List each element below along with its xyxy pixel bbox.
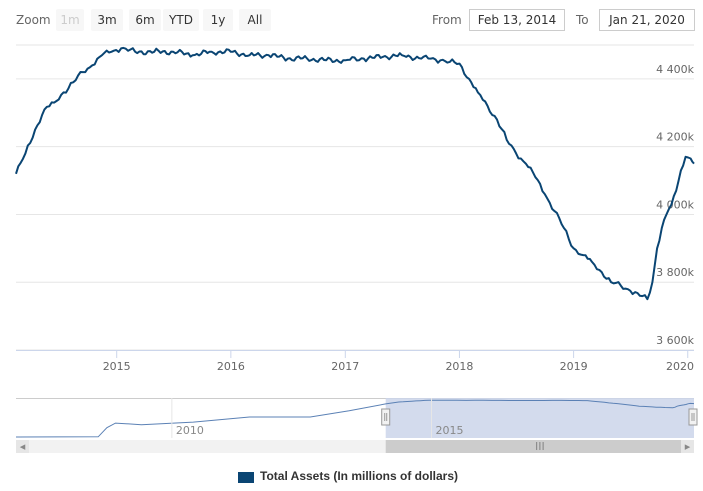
y-tick-label: 3 600k [656, 334, 694, 347]
scrollbar-left-arrow-icon[interactable]: ◂ [20, 440, 26, 453]
range-selector: Zoom 1m 3m 6m YTD 1y All From To [0, 0, 703, 40]
navigator-selected-range[interactable] [385, 398, 694, 438]
zoom-1m-button: 1m [56, 9, 84, 31]
zoom-6m-button[interactable]: 6m [129, 9, 161, 31]
zoom-1y-button[interactable]: 1y [203, 9, 233, 31]
from-date-input[interactable] [469, 9, 565, 31]
navigator-series-line [15, 399, 695, 438]
grid-lines [16, 44, 694, 351]
navigator-tick-label: 2010 [176, 424, 204, 437]
zoom-3m-button[interactable]: 3m [91, 9, 123, 31]
x-axis: 2015 2016 2017 2018 2019 2020 [103, 350, 694, 373]
x-tick-label: 2018 [445, 360, 473, 373]
x-tick-label: 2016 [217, 360, 245, 373]
scrollbar-right-arrow-icon[interactable]: ▸ [685, 440, 691, 453]
x-tick-label: 2015 [103, 360, 131, 373]
scrollbar-right-button[interactable] [681, 440, 694, 453]
scrollbar-left-button[interactable] [16, 440, 29, 453]
legend-swatch [238, 472, 254, 483]
zoom-all-button[interactable]: All [239, 9, 271, 31]
scrollbar-thumb[interactable] [385, 440, 694, 453]
zoom-ytd-button[interactable]: YTD [163, 9, 199, 31]
navigator-axis: 2010 2015 [171, 398, 464, 438]
scrollbar[interactable]: III ◂ ▸ [16, 440, 694, 453]
series-line-total-assets[interactable] [15, 46, 695, 301]
y-tick-label: 4 000k [656, 198, 694, 211]
x-tick-label: 2019 [560, 360, 588, 373]
handle-body[interactable] [688, 408, 698, 426]
handle-body[interactable] [381, 408, 391, 426]
from-label: From [432, 13, 462, 27]
legend-label[interactable]: Total Assets (In millions of dollars) [260, 469, 459, 483]
y-axis: 3 600k 3 800k 4 000k 4 200k 4 400k [656, 63, 694, 347]
navigator-right-handle[interactable] [688, 408, 698, 426]
y-tick-label: 4 200k [656, 131, 694, 144]
navigator-tick-label: 2015 [436, 424, 464, 437]
to-label: To [576, 13, 589, 27]
x-tick-label: 2017 [331, 360, 359, 373]
to-date-input[interactable] [599, 9, 695, 31]
y-tick-label: 3 800k [656, 266, 694, 279]
y-tick-label: 4 400k [656, 63, 694, 76]
navigator[interactable]: 2010 2015 [15, 398, 698, 438]
x-tick-label: 2020 [666, 360, 694, 373]
navigator-left-handle[interactable] [381, 408, 391, 426]
zoom-label: Zoom [16, 13, 51, 27]
scrollbar-grip[interactable]: III [535, 440, 545, 453]
